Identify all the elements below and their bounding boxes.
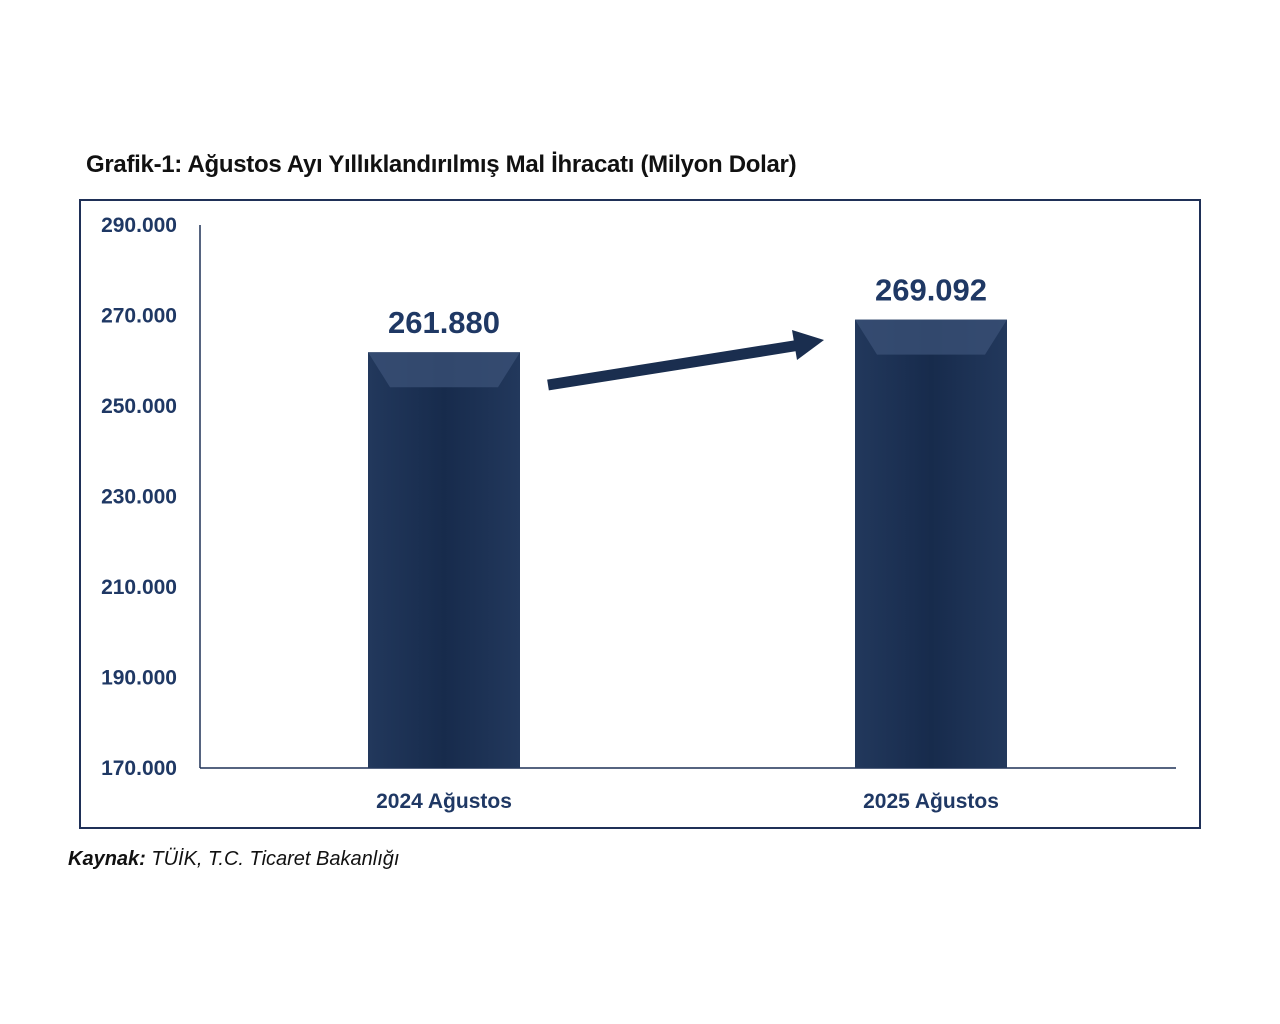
trend-arrow-shaft [547, 339, 801, 391]
y-tick-label: 170.000 [101, 757, 177, 780]
trend-arrow-head [792, 330, 824, 360]
bar-bevel [855, 319, 1007, 355]
chart-title: Grafik-1: Ağustos Ayı Yıllıklandırılmış … [86, 151, 797, 178]
bar-value-label: 261.880 [388, 305, 500, 340]
x-tick-label: 2024 Ağustos [376, 790, 512, 813]
bar [855, 319, 1007, 768]
y-tick-label: 190.000 [101, 667, 177, 690]
source-note: Kaynak: TÜİK, T.C. Ticaret Bakanlığı [68, 848, 399, 871]
source-label: Kaynak: [68, 848, 146, 870]
bar-bevel [368, 352, 520, 388]
bar-value-label: 269.092 [875, 273, 987, 308]
y-tick-label: 270.000 [101, 305, 177, 328]
y-tick-label: 230.000 [101, 486, 177, 509]
chart-frame [79, 199, 1201, 829]
x-tick-label: 2025 Ağustos [863, 790, 999, 813]
y-tick-label: 290.000 [101, 214, 177, 237]
bar [368, 352, 520, 768]
source-text: TÜİK, T.C. Ticaret Bakanlığı [145, 848, 400, 870]
y-tick-label: 250.000 [101, 395, 177, 418]
y-tick-label: 210.000 [101, 576, 177, 599]
